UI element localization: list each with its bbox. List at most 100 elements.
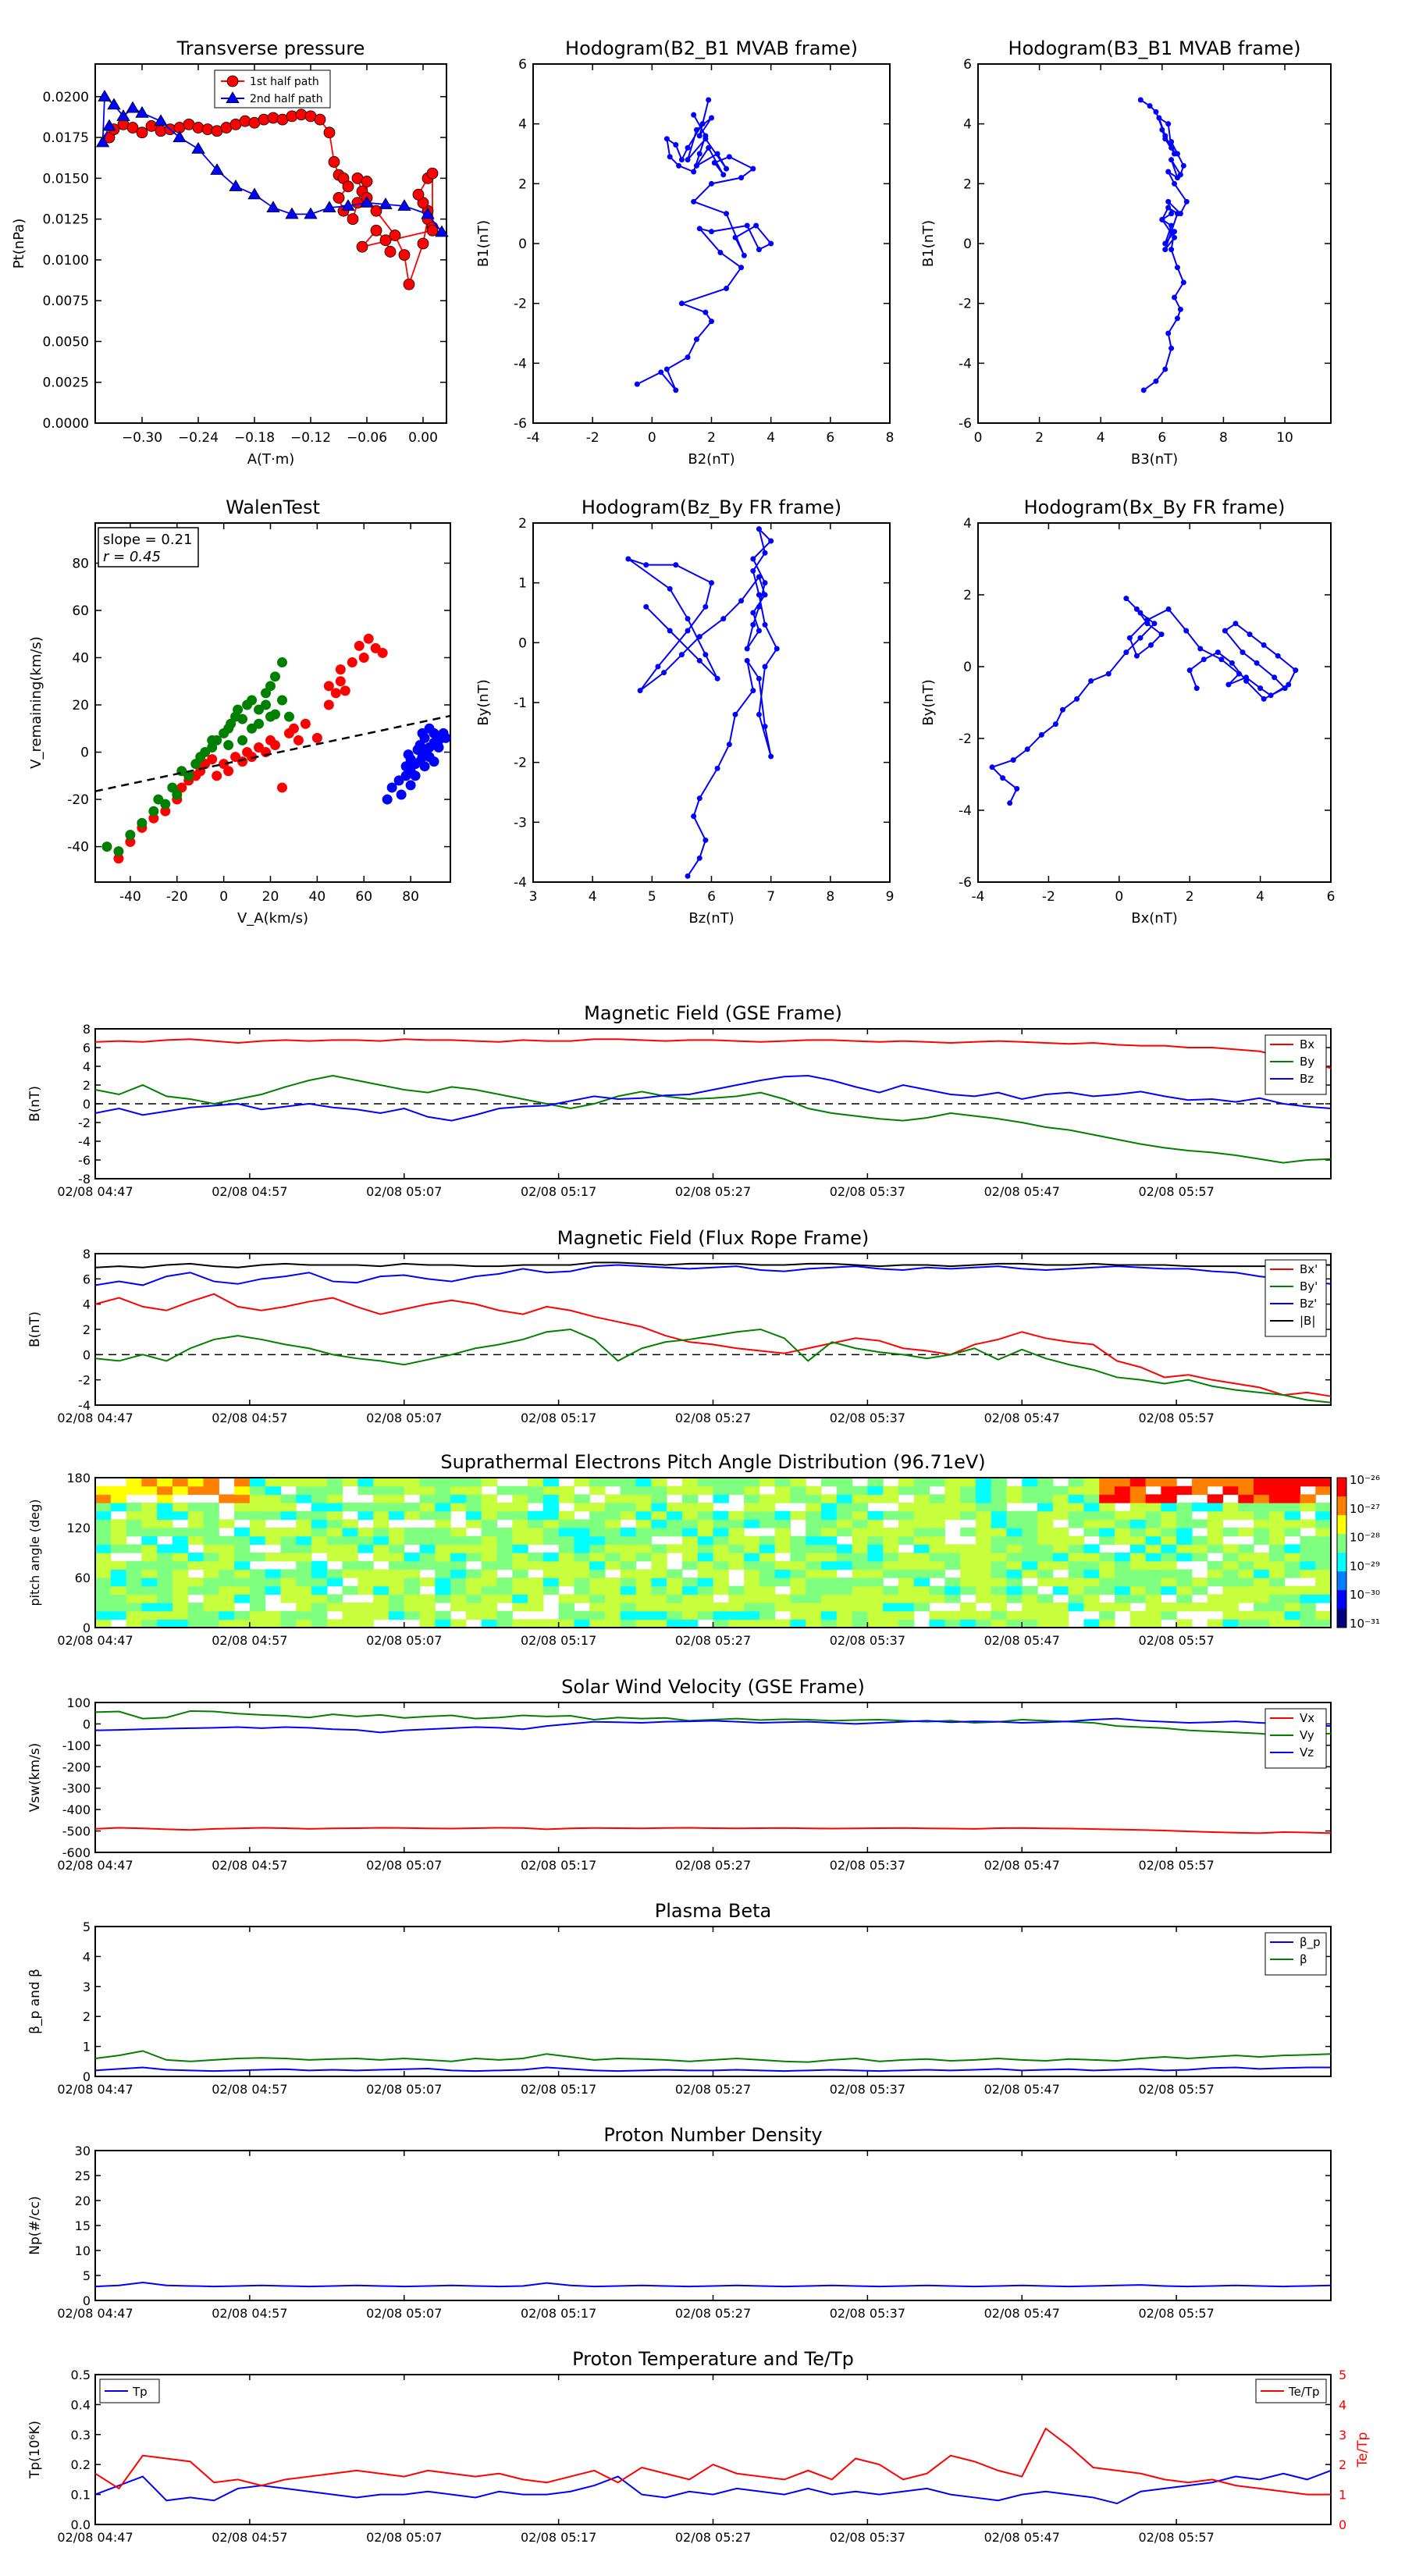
hodogram-point [1151,621,1158,627]
heatmap-cell [296,1528,312,1537]
heatmap-cell [1315,1478,1332,1487]
legend-label: By' [1300,1279,1318,1293]
hodogram-point [709,115,714,121]
heatmap-cell [852,1485,868,1495]
y-tick-label: 0.0200 [43,90,89,105]
heatmap-cell [1099,1560,1115,1570]
heatmap-cell [342,1553,358,1562]
colorbar-tick-label: 10⁻²⁷ [1350,1502,1380,1516]
heatmap-cell [203,1519,219,1528]
heatmap-cell [1238,1569,1254,1578]
heatmap-cell [311,1503,328,1512]
hodogram-point [696,226,702,232]
heatmap-cell [806,1603,822,1612]
heatmap-cell [528,1560,544,1570]
heatmap-cell [1176,1544,1193,1553]
heatmap-cell [1176,1485,1193,1495]
heatmap-cell [373,1535,389,1545]
hodogram-point [1123,649,1129,656]
heatmap-cell [806,1519,822,1528]
heatmap-cell [326,1569,343,1578]
heatmap-cell [219,1603,235,1612]
heatmap-cell [528,1478,544,1487]
heatmap-cell [203,1503,219,1512]
hodogram-point [643,603,649,610]
heatmap-cell [357,1619,374,1628]
hodogram-point [762,664,768,670]
hodogram-point [750,621,756,628]
y-tick-label: 0 [83,1347,91,1362]
heatmap-cell [883,1510,899,1520]
heatmap-cell [821,1603,838,1612]
heatmap-cell [265,1578,282,1587]
time-tick-label: 02/08 05:47 [984,1858,1060,1873]
heatmap-cell [512,1569,528,1578]
heatmap-cell [1083,1544,1100,1553]
heatmap-cell [126,1544,142,1553]
walen-point [405,780,416,791]
heatmap-cell [1114,1569,1131,1578]
heatmap-cell [883,1535,899,1545]
heatmap-cell [496,1578,513,1587]
heatmap-cell [667,1603,683,1612]
heatmap-cell [1006,1594,1023,1603]
colorbar-step [1337,1522,1346,1527]
heatmap-cell [296,1544,312,1553]
heatmap-cell [1191,1519,1208,1528]
hodogram-point [1193,685,1200,692]
heatmap-cell [929,1560,945,1570]
walen-point [358,653,369,663]
heatmap-cell [296,1519,312,1528]
heatmap-cell [604,1528,621,1537]
data-point [226,91,240,104]
heatmap-cell [1099,1603,1115,1612]
hodogram-point [750,165,756,172]
time-tick-label: 02/08 04:47 [57,2530,133,2545]
data-point [173,130,187,143]
legend-label: Te/Tp [1288,2385,1320,2399]
heatmap-cell [604,1560,621,1570]
heatmap-cell [713,1544,729,1553]
y-tick-label: -2 [78,1373,91,1388]
heatmap-cell [1254,1560,1270,1570]
data-point [341,199,355,211]
x-tick-label: 8 [1219,430,1228,446]
heatmap-cell [635,1485,652,1495]
heatmap-cell [790,1553,806,1562]
heatmap-cell [774,1510,791,1520]
heatmap-cell [759,1478,776,1487]
heatmap-cell [280,1535,297,1545]
heatmap-cell [1176,1503,1193,1512]
heatmap-cell [265,1610,282,1620]
heatmap-cell [450,1603,467,1612]
heatmap-cell [558,1510,575,1520]
x-tick-label: 4 [1097,430,1105,446]
heatmap-cell [759,1560,776,1570]
heatmap-cell [496,1503,513,1512]
time-tick-label: 02/08 05:17 [521,2306,596,2321]
heatmap-cell [280,1544,297,1553]
heatmap-cell [1191,1485,1208,1495]
heatmap-cell [419,1535,436,1545]
heatmap-cell [157,1510,173,1520]
time-tick-label: 02/08 04:47 [57,1633,133,1648]
heatmap-cell [126,1560,142,1570]
data-point [136,126,148,139]
hodogram-point [685,157,691,163]
heatmap-cell [280,1585,297,1595]
heatmap-cell [172,1553,189,1562]
heatmap-cell [388,1553,405,1562]
heatmap-cell [465,1535,482,1545]
data-point [116,109,130,121]
heatmap-cell [496,1594,513,1603]
heatmap-cell [898,1569,915,1578]
heatmap-cell [1068,1560,1084,1570]
heatmap-cell [1191,1544,1208,1553]
legend-label: 1st half path [250,76,319,88]
heatmap-cell [913,1594,930,1603]
heatmap-cell [435,1560,451,1570]
heatmap-cell [1068,1594,1084,1603]
hbxby-series [989,596,1299,806]
legend-box [1264,1932,1327,1976]
heatmap-cell [883,1560,899,1570]
